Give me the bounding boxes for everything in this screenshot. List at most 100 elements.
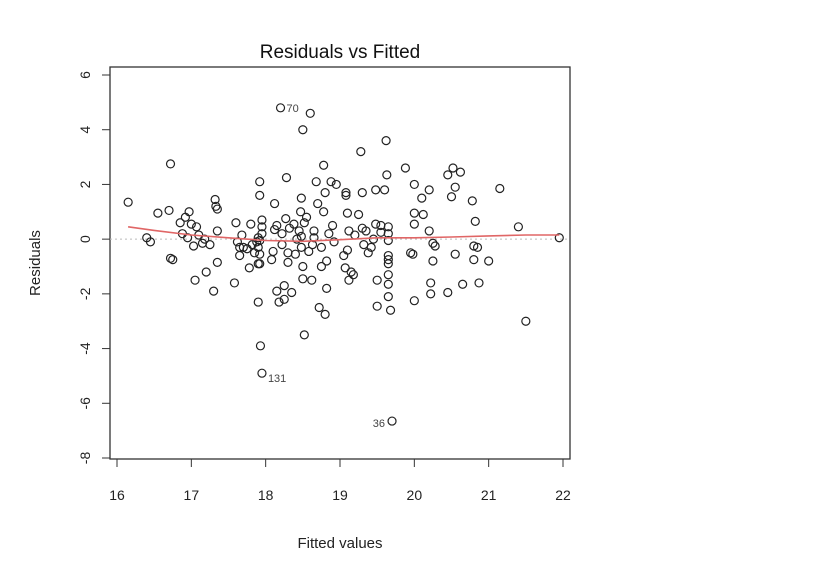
data-point (417, 193, 427, 203)
data-point (450, 182, 460, 192)
data-point (554, 233, 564, 243)
data-point (298, 125, 308, 135)
data-point (428, 256, 438, 266)
y-axis: -8 -6 -4 -2 0 2 4 6 (77, 71, 110, 464)
data-point (424, 185, 434, 195)
data-point (164, 205, 174, 216)
y-tick-label: -4 (77, 342, 93, 355)
data-point (472, 242, 483, 252)
data-point (212, 226, 222, 236)
data-point (255, 341, 266, 351)
data-point (274, 297, 284, 307)
data-point (290, 249, 300, 259)
data-point (165, 159, 176, 169)
data-point (299, 330, 309, 340)
data-point (307, 275, 317, 285)
data-point (408, 249, 418, 259)
data-point (244, 263, 254, 273)
data-point (446, 192, 457, 202)
x-tick-label: 21 (481, 487, 497, 503)
data-point (322, 256, 332, 266)
x-axis: 16 17 18 19 20 21 22 (109, 459, 571, 503)
data-point (418, 209, 428, 220)
data-point (289, 219, 299, 229)
data-point (268, 246, 278, 257)
data-point (316, 242, 327, 252)
data-point (382, 170, 392, 180)
data-point (210, 194, 220, 205)
data-point (409, 208, 419, 218)
data-point (190, 275, 200, 285)
data-point (458, 279, 468, 289)
data-point (255, 177, 265, 187)
data-point (409, 296, 419, 306)
data-point (299, 218, 309, 228)
data-point (279, 281, 289, 291)
data-point (513, 222, 524, 232)
data-point (283, 248, 293, 258)
data-point (383, 270, 393, 280)
data-point (387, 416, 397, 426)
y-axis-title: Residuals (27, 230, 44, 296)
data-point (153, 208, 163, 218)
data-point (165, 253, 176, 263)
point-label: 131 (268, 373, 286, 385)
data-point (406, 248, 416, 258)
data-point (231, 218, 241, 228)
data-point (383, 255, 393, 265)
data-point (304, 246, 314, 257)
data-point (409, 179, 419, 190)
y-tick-label: -6 (77, 397, 93, 410)
y-tick-label: -2 (77, 287, 93, 300)
x-tick-label: 17 (184, 487, 200, 503)
data-point (383, 259, 393, 269)
data-point (277, 229, 287, 239)
data-point (309, 233, 319, 243)
data-point (257, 222, 267, 232)
data-point (298, 261, 308, 272)
chart-title: Residuals vs Fitted (260, 42, 421, 63)
y-tick-label: 4 (77, 126, 93, 134)
data-point (257, 368, 267, 378)
data-point (247, 240, 257, 250)
data-point (305, 108, 315, 118)
data-point (371, 185, 381, 195)
data-point (342, 208, 353, 218)
data-point (319, 160, 329, 170)
data-point (455, 167, 466, 177)
data-point (324, 229, 334, 239)
data-point (311, 177, 321, 187)
data-point (341, 188, 351, 198)
data-point (426, 278, 436, 288)
point-label: 70 (287, 103, 299, 115)
data-point (443, 170, 453, 180)
data-point (175, 218, 185, 228)
y-tick-label: -8 (77, 452, 93, 465)
data-point (272, 220, 282, 231)
data-point (209, 286, 219, 296)
data-point (301, 212, 312, 222)
data-point (322, 283, 332, 293)
data-point (316, 261, 327, 272)
data-point (380, 185, 390, 195)
data-point (372, 275, 382, 285)
data-point (448, 163, 458, 173)
plot-frame (109, 66, 571, 460)
data-point (353, 209, 364, 220)
data-point (372, 301, 382, 311)
data-point (344, 275, 354, 285)
data-point (246, 219, 256, 229)
point-annotations: 70 131 36 (268, 103, 385, 430)
data-point (283, 257, 293, 267)
data-point (257, 215, 267, 225)
data-point (350, 230, 360, 240)
data-point (424, 226, 434, 236)
data-point (255, 190, 265, 200)
y-tick-label: 6 (77, 71, 93, 79)
data-point (356, 147, 366, 157)
data-point (294, 226, 304, 236)
data-point (450, 249, 460, 259)
data-point (212, 204, 222, 214)
data-point (348, 270, 358, 280)
